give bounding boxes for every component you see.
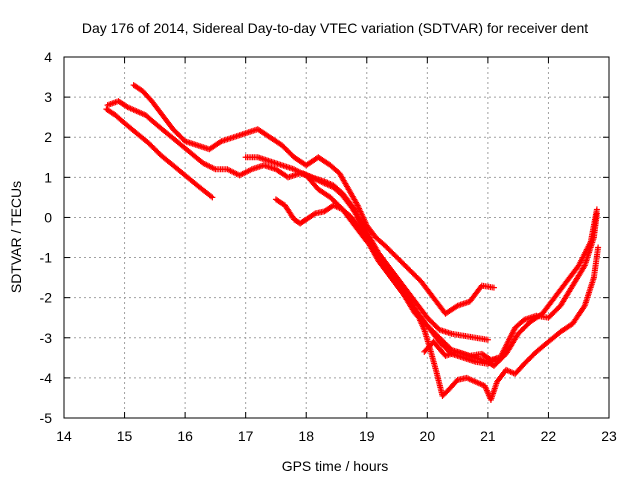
y-tick-label: 3 (44, 89, 52, 105)
series-track-7 (421, 210, 600, 363)
y-tick-label: 1 (44, 169, 52, 185)
chart-title: Day 176 of 2014, Sidereal Day-to-day VTE… (82, 20, 588, 36)
x-tick-label: 15 (117, 428, 133, 444)
data-point (593, 210, 600, 217)
x-tick-label: 22 (541, 428, 557, 444)
data-point (207, 193, 214, 200)
y-tick-label: -3 (40, 330, 53, 346)
series-track-5 (272, 196, 500, 367)
y-tick-label: -2 (40, 290, 53, 306)
data-point (490, 284, 497, 291)
plot-frame (63, 56, 610, 419)
x-tick-label: 19 (359, 428, 375, 444)
data-point (453, 303, 460, 310)
y-tick-label: -5 (40, 410, 53, 426)
series-track-6 (300, 170, 602, 403)
y-tick-label: -1 (40, 250, 53, 266)
data-series (103, 82, 602, 403)
x-tick-label: 17 (238, 428, 254, 444)
data-point (477, 283, 484, 290)
y-tick-label: 4 (44, 49, 52, 65)
y-tick-label: -4 (40, 370, 53, 386)
x-tick-label: 21 (480, 428, 496, 444)
x-tick-label: 14 (56, 428, 72, 444)
series-track-1 (103, 106, 216, 201)
data-point (217, 139, 224, 146)
data-point (580, 304, 587, 311)
x-tick-label: 20 (420, 428, 436, 444)
x-tick-label: 16 (177, 428, 193, 444)
x-tick-label: 18 (298, 428, 314, 444)
y-axis-label: SDTVAR / TECUs (8, 181, 24, 293)
series-track-3 (130, 82, 497, 317)
data-point (484, 336, 491, 343)
y-tick-label: 2 (44, 129, 52, 145)
y-tick-label: 0 (44, 209, 52, 225)
data-point (595, 244, 602, 251)
x-axis-label: GPS time / hours (282, 458, 389, 474)
data-point (209, 194, 216, 201)
data-point (311, 211, 318, 218)
x-tick-label: 23 (601, 428, 617, 444)
